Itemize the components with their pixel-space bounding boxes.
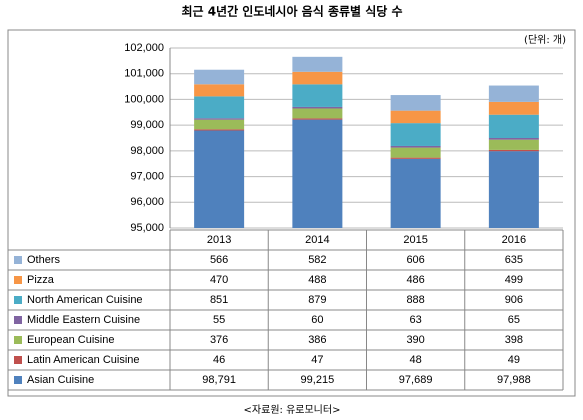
x-tick-label: 2013 <box>207 234 231 246</box>
y-tick-label: 97,000 <box>130 170 164 182</box>
x-tick-label: 2015 <box>403 234 427 246</box>
legend-label: North American Cuisine <box>27 294 143 306</box>
table-value: 582 <box>308 254 326 266</box>
legend-label: Asian Cuisine <box>27 374 94 386</box>
table-value: 99,215 <box>301 374 335 386</box>
table-value: 47 <box>311 354 323 366</box>
unit-label: (단위: 개) <box>524 33 566 46</box>
x-tick-label: 2014 <box>305 234 329 246</box>
table-value: 376 <box>210 334 228 346</box>
table-value: 398 <box>505 334 523 346</box>
table-value: 888 <box>406 294 424 306</box>
y-tick-label: 101,000 <box>124 68 164 80</box>
bar-segment <box>488 149 539 152</box>
bar-segment <box>194 69 245 85</box>
bar-segment <box>292 119 343 228</box>
bar-segment <box>488 139 539 150</box>
table-value: 60 <box>311 314 323 326</box>
table-value: 46 <box>213 354 225 366</box>
table-value: 48 <box>410 354 422 366</box>
bar-segment <box>390 158 441 228</box>
bar-segment <box>390 110 441 124</box>
legend-swatch <box>14 356 22 364</box>
legend-label: European Cuisine <box>27 334 114 346</box>
table-value: 499 <box>505 274 523 286</box>
source: <자료원: 유로모니터> <box>244 404 341 416</box>
y-tick-label: 102,000 <box>124 42 164 54</box>
table-value: 63 <box>410 314 422 326</box>
bar-segment <box>194 119 245 130</box>
legend-swatch <box>14 316 22 324</box>
legend-label: Others <box>27 254 61 266</box>
bar-segment <box>194 130 245 228</box>
legend-swatch <box>14 276 22 284</box>
table-value: 55 <box>213 314 225 326</box>
table-value: 851 <box>210 294 228 306</box>
table-value: 97,988 <box>497 374 531 386</box>
bar-segment <box>292 71 343 85</box>
legend-swatch <box>14 256 22 264</box>
x-tick-label: 2016 <box>502 234 526 246</box>
y-tick-label: 96,000 <box>130 196 164 208</box>
legend-label: Middle Eastern Cuisine <box>27 314 140 326</box>
table-value: 98,791 <box>202 374 236 386</box>
y-tick-label: 99,000 <box>130 119 164 131</box>
bar-segment <box>292 84 343 107</box>
legend-label: Latin American Cuisine <box>27 354 140 366</box>
bar-segment <box>292 118 343 120</box>
bar-segment <box>292 56 343 72</box>
table-value: 879 <box>308 294 326 306</box>
bar-segment <box>390 123 441 146</box>
bar-segment <box>194 118 245 120</box>
bar-segment <box>194 96 245 119</box>
bar-segment <box>390 95 441 111</box>
table-value: 606 <box>406 254 424 266</box>
table-value: 65 <box>508 314 520 326</box>
table-value: 386 <box>308 334 326 346</box>
legend-label: Pizza <box>27 274 55 286</box>
legend-swatch <box>14 296 22 304</box>
chart-frame <box>7 29 576 397</box>
bar-segment <box>488 85 539 102</box>
bar-segment <box>488 138 539 140</box>
bar-segment <box>488 101 539 115</box>
table-value: 635 <box>505 254 523 266</box>
bar-segment <box>292 108 343 119</box>
y-tick-label: 95,000 <box>130 222 164 234</box>
table-value: 97,689 <box>399 374 433 386</box>
legend-swatch <box>14 336 22 344</box>
bar-segment <box>390 147 441 158</box>
bar-segment <box>390 145 441 148</box>
y-tick-label: 98,000 <box>130 145 164 157</box>
table-value: 390 <box>406 334 424 346</box>
table-value: 49 <box>508 354 520 366</box>
bar-segment <box>194 129 245 131</box>
table-value: 486 <box>406 274 424 286</box>
chart-title: 최근 4년간 인도네시아 음식 종류별 식당 수 <box>181 4 402 19</box>
bar-segment <box>390 157 441 159</box>
table-value: 906 <box>505 294 523 306</box>
table-value: 488 <box>308 274 326 286</box>
bar-segment <box>488 114 539 138</box>
y-tick-label: 100,000 <box>124 93 164 105</box>
bar-segment <box>292 106 343 109</box>
bar-segment <box>488 151 539 228</box>
table-value: 470 <box>210 274 228 286</box>
legend-swatch <box>14 376 22 384</box>
bar-segment <box>194 84 245 97</box>
table-value: 566 <box>210 254 228 266</box>
